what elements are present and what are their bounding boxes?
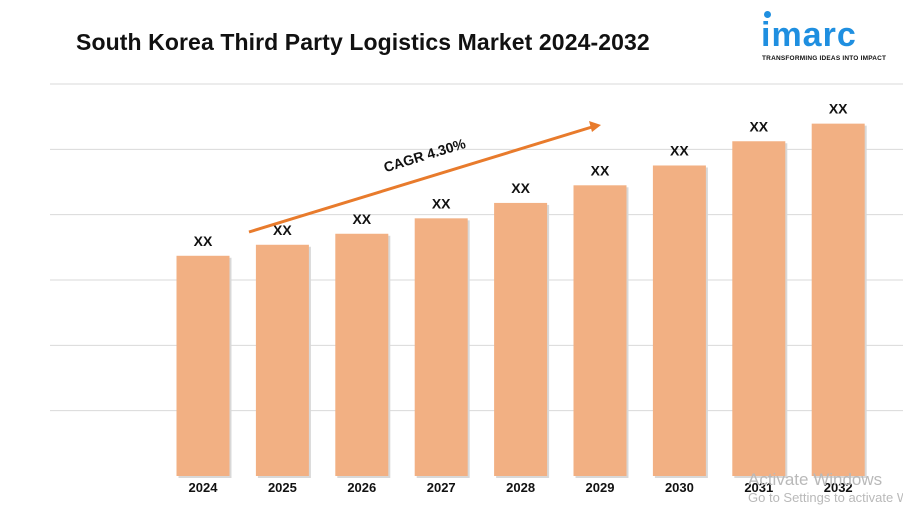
bar-2025 bbox=[255, 244, 309, 476]
x-tick-2024: 2024 bbox=[189, 480, 219, 495]
data-label-2031: XX bbox=[749, 118, 768, 134]
data-label-2028: XX bbox=[511, 180, 530, 196]
x-tick-2026: 2026 bbox=[347, 480, 376, 495]
x-tick-2030: 2030 bbox=[665, 480, 694, 495]
imarc-logo: imarc TRANSFORMING IDEAS INTO IMPACT bbox=[760, 11, 890, 67]
x-tick-2027: 2027 bbox=[427, 480, 456, 495]
data-label-2025: XX bbox=[273, 222, 292, 238]
logo-tagline: TRANSFORMING IDEAS INTO IMPACT bbox=[762, 55, 887, 62]
data-label-2024: XX bbox=[194, 233, 213, 249]
data-labels: XX XX XX XX XX XX XX XX XX bbox=[194, 101, 849, 249]
bars bbox=[176, 123, 867, 479]
data-label-2032: XX bbox=[829, 101, 848, 117]
cagr-arrow bbox=[248, 125, 593, 234]
bar-2030 bbox=[652, 165, 706, 476]
bar-2024 bbox=[176, 255, 230, 476]
bar-2027 bbox=[414, 218, 468, 476]
data-label-2030: XX bbox=[670, 142, 689, 158]
cagr-arrowhead-icon bbox=[589, 121, 601, 132]
bar-2026 bbox=[335, 233, 389, 476]
logo-wordmark: imarc bbox=[761, 16, 857, 54]
data-label-2029: XX bbox=[591, 162, 610, 178]
x-tick-2029: 2029 bbox=[586, 480, 615, 495]
logo-dot-icon bbox=[764, 11, 771, 18]
x-tick-2028: 2028 bbox=[506, 480, 535, 495]
chart-title: South Korea Third Party Logistics Market… bbox=[76, 29, 650, 55]
bar-2032 bbox=[811, 123, 865, 477]
x-tick-2032: 2032 bbox=[824, 480, 853, 495]
activate-windows-watermark: Activate Windows Go to Settings to activ… bbox=[748, 470, 903, 506]
data-label-2026: XX bbox=[352, 211, 371, 227]
bar-2028 bbox=[494, 202, 548, 477]
x-tick-2031: 2031 bbox=[744, 480, 773, 495]
bar-2031 bbox=[732, 141, 786, 476]
bar-2029 bbox=[573, 185, 627, 476]
x-axis-tick-labels: 2024 2025 2026 2027 2028 2029 2030 2031 2032 bbox=[189, 480, 853, 495]
x-tick-2025: 2025 bbox=[268, 480, 297, 495]
data-label-2027: XX bbox=[432, 195, 451, 211]
watermark-line-1: Activate Windows bbox=[748, 470, 883, 489]
watermark-line-2: Go to Settings to activate Windows. bbox=[748, 490, 903, 505]
